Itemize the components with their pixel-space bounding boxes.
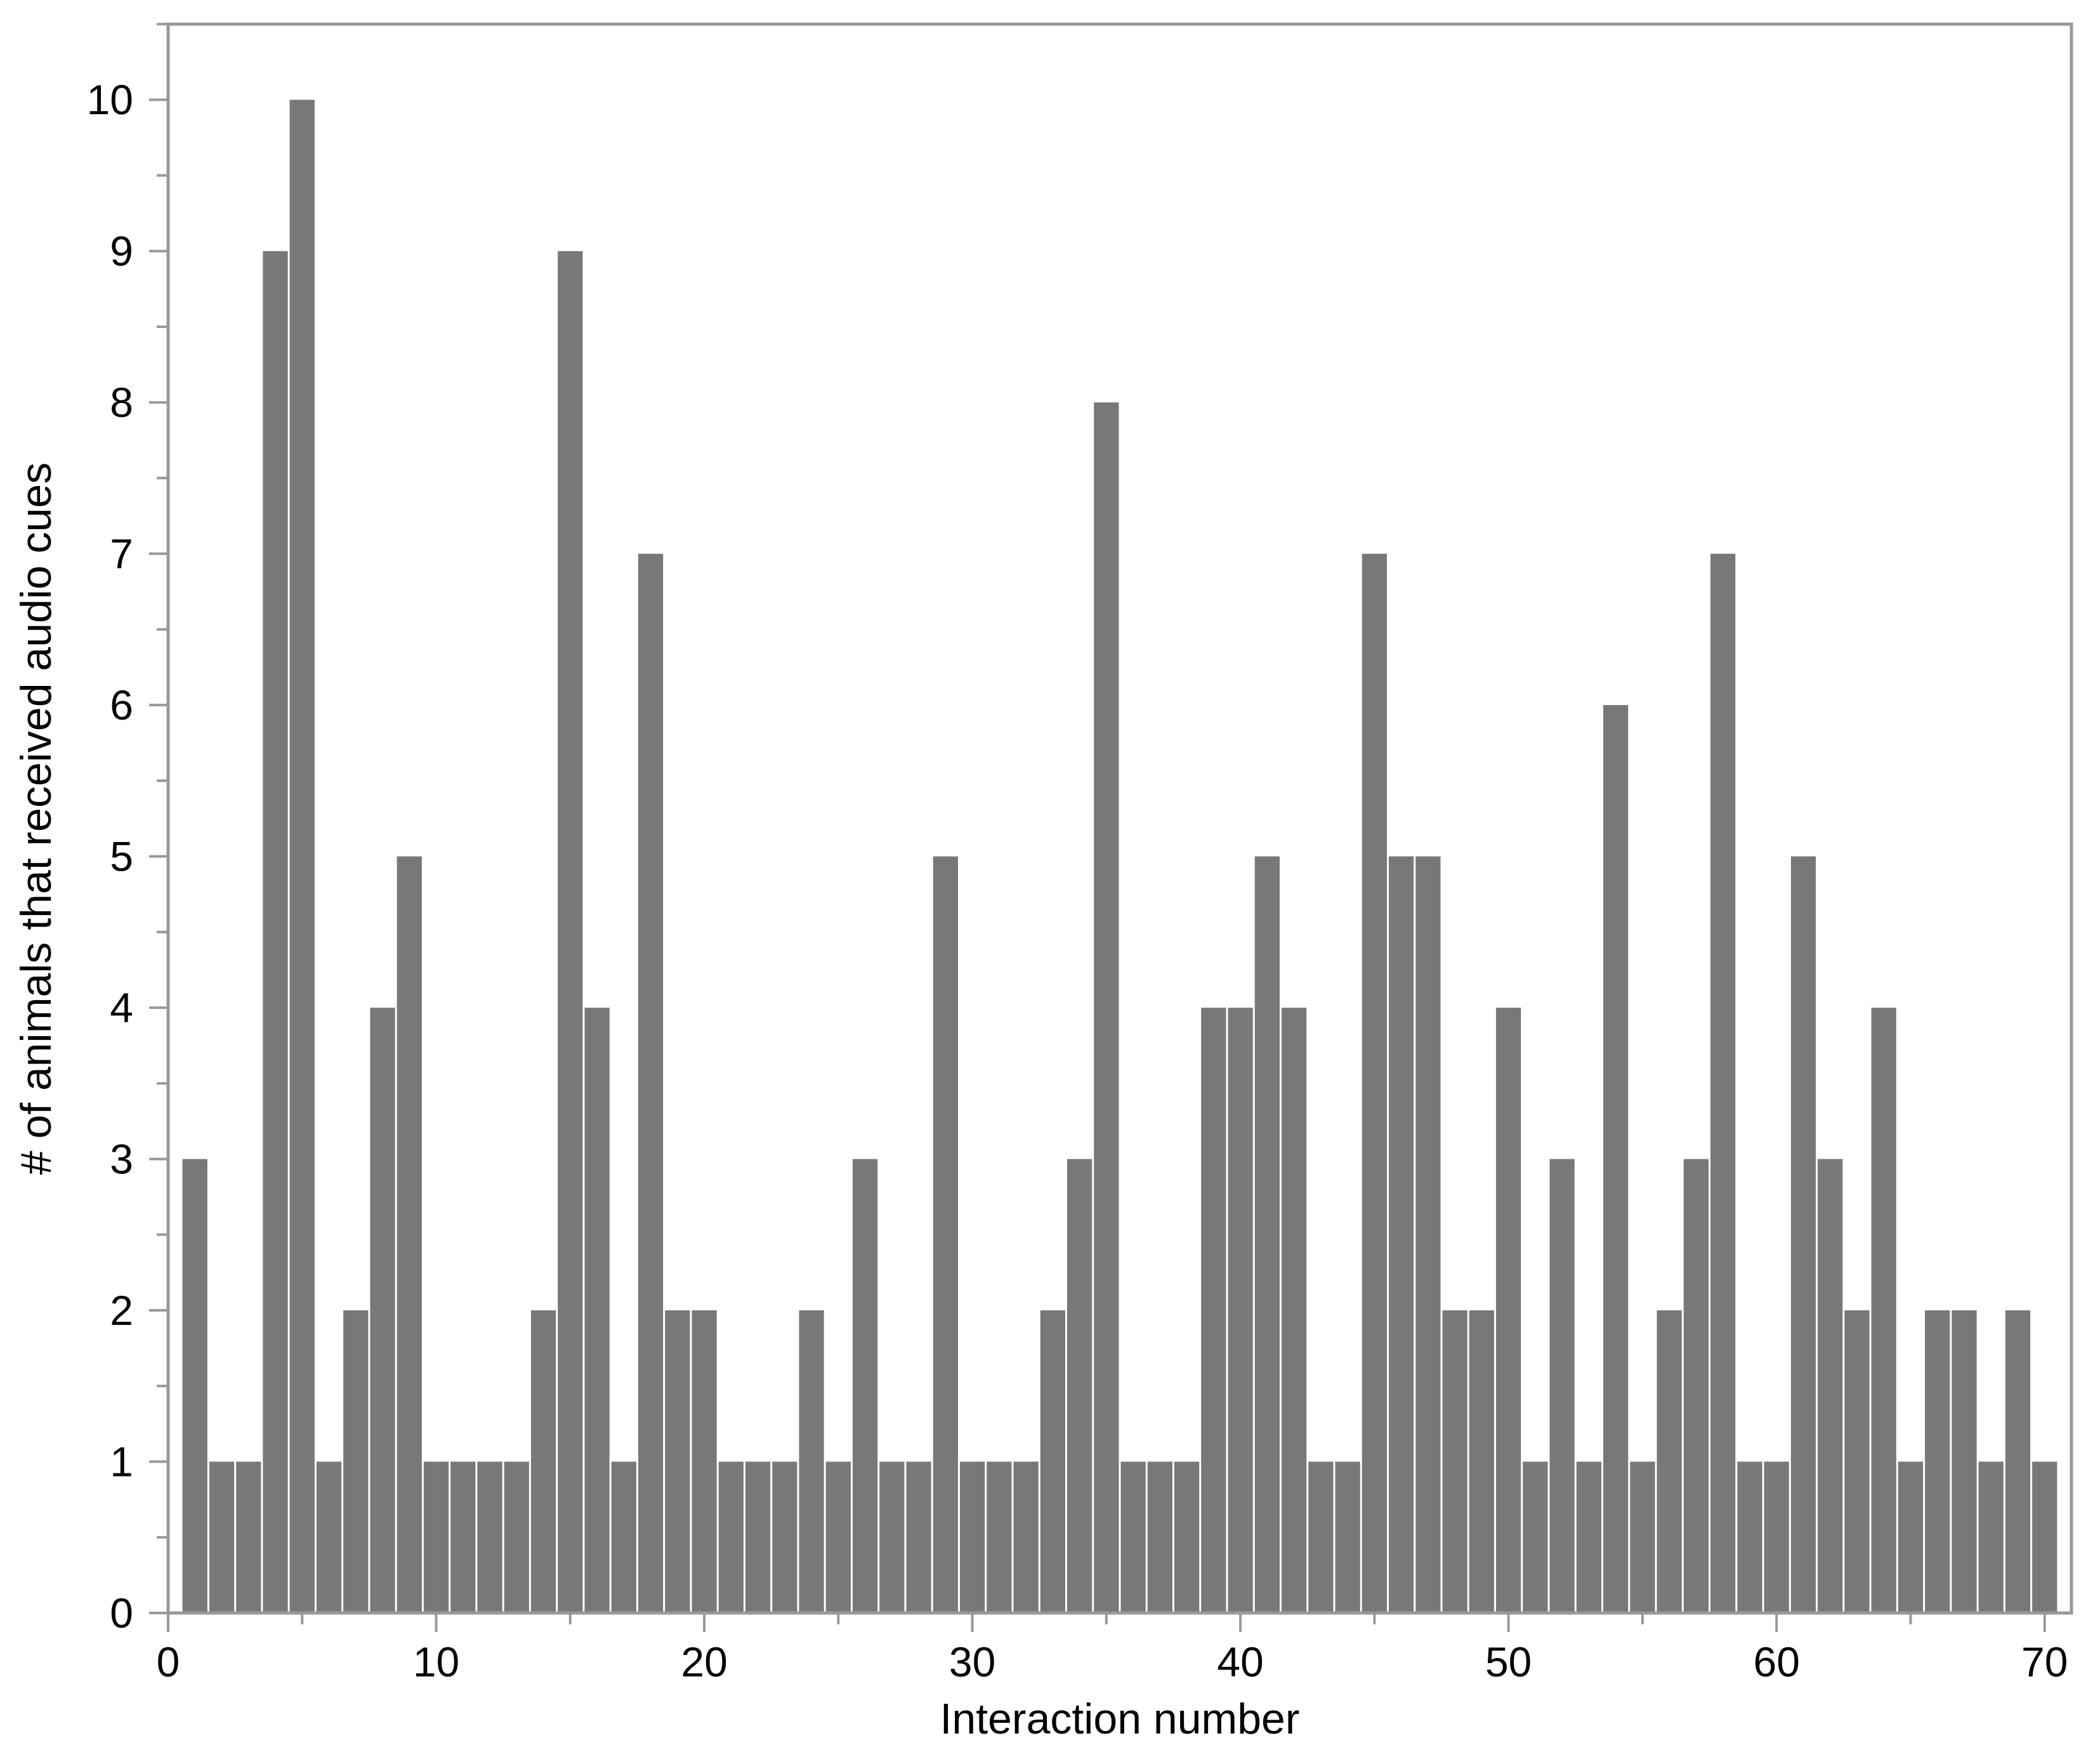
- bar: [423, 1461, 449, 1613]
- bar: [1282, 1008, 1307, 1613]
- x-tick-label: 30: [949, 1638, 995, 1685]
- bar: [1549, 1159, 1575, 1613]
- bar: [772, 1461, 797, 1613]
- bar: [2005, 1310, 2031, 1613]
- bar: [1201, 1008, 1226, 1613]
- bar: [1710, 553, 1736, 1613]
- bar: [263, 251, 288, 1613]
- bar: [1066, 1159, 1092, 1613]
- bar: [477, 1461, 502, 1613]
- bar: [825, 1461, 851, 1613]
- y-tick-label: 7: [110, 530, 133, 577]
- y-tick-label: 8: [110, 379, 133, 426]
- bar: [745, 1461, 771, 1613]
- bar: [1013, 1461, 1039, 1613]
- axes-group: [166, 22, 2073, 1615]
- bar: [1469, 1310, 1495, 1613]
- x-tick-label: 20: [681, 1638, 727, 1685]
- bar: [1147, 1461, 1173, 1613]
- bar: [959, 1461, 985, 1613]
- bar: [558, 251, 583, 1613]
- bar: [236, 1461, 261, 1613]
- bar: [1844, 1310, 1870, 1613]
- bar: [530, 1310, 556, 1613]
- y-tick-label: 5: [110, 833, 133, 880]
- bar: [1523, 1461, 1548, 1613]
- bar: [289, 100, 315, 1614]
- y-tick-label: 9: [110, 228, 133, 275]
- bar: [1254, 856, 1280, 1613]
- bar: [1818, 1159, 1843, 1613]
- bar: [1925, 1310, 1950, 1613]
- bar: [1415, 856, 1441, 1613]
- bars-group: [182, 100, 2057, 1614]
- y-tick-label: 4: [110, 984, 133, 1031]
- x-tick-label: 0: [157, 1638, 180, 1685]
- bar: [1978, 1461, 2004, 1613]
- bar: [1630, 1461, 1655, 1613]
- bar: [1094, 402, 1119, 1614]
- x-tick-label: 10: [413, 1638, 459, 1685]
- bar: [1576, 1461, 1602, 1613]
- bar: [933, 856, 958, 1613]
- bar: [1389, 856, 1414, 1613]
- bar: [1174, 1461, 1200, 1613]
- bar: [611, 1461, 636, 1613]
- x-tick-label: 70: [2021, 1638, 2068, 1685]
- bar: [692, 1310, 717, 1613]
- bar: [1442, 1310, 1467, 1613]
- bar: [182, 1159, 207, 1613]
- bar: [799, 1310, 824, 1613]
- bar: [450, 1461, 476, 1613]
- bar: [370, 1008, 395, 1613]
- y-tick-label: 10: [87, 76, 133, 123]
- bar: [1898, 1461, 1924, 1613]
- bar: [343, 1310, 369, 1613]
- bar: [1657, 1310, 1682, 1613]
- y-tick-label: 0: [110, 1590, 133, 1636]
- bar: [665, 1310, 690, 1613]
- bar: [906, 1461, 931, 1613]
- y-tick-label: 6: [110, 681, 133, 728]
- bar: [2032, 1461, 2057, 1613]
- bar: [718, 1461, 744, 1613]
- x-tick-label: 60: [1754, 1638, 1800, 1685]
- bar: [1361, 553, 1388, 1613]
- y-tick-label: 3: [110, 1136, 133, 1183]
- bar: [209, 1461, 235, 1613]
- bar: [1764, 1461, 1789, 1613]
- y-axis-title: # of animals that received audio cues: [12, 463, 60, 1175]
- bar: [1790, 856, 1816, 1613]
- bar: [638, 553, 664, 1613]
- bar: [1335, 1461, 1360, 1613]
- x-axis-title: Interaction number: [940, 1695, 1300, 1743]
- bar: [879, 1461, 905, 1613]
- bar: [1120, 1461, 1146, 1613]
- y-tick-label: 2: [110, 1287, 133, 1334]
- bar: [316, 1461, 342, 1613]
- bar: [1603, 705, 1629, 1613]
- bar: [584, 1008, 610, 1613]
- bar: [1308, 1461, 1334, 1613]
- bar: [397, 856, 422, 1613]
- plot-frame: [166, 22, 2073, 1615]
- bar: [1952, 1310, 1977, 1613]
- y-tick-label: 1: [110, 1438, 133, 1485]
- bar: [1737, 1461, 1762, 1613]
- bar: [852, 1159, 878, 1613]
- x-tick-label: 40: [1217, 1638, 1263, 1685]
- bar: [1040, 1310, 1065, 1613]
- bar: [987, 1461, 1012, 1613]
- bar: [1683, 1159, 1709, 1613]
- bar: [1496, 1008, 1521, 1613]
- x-tick-label: 50: [1485, 1638, 1532, 1685]
- bar: [1871, 1008, 1896, 1613]
- bar: [504, 1461, 529, 1613]
- bar: [1228, 1008, 1253, 1613]
- ticks-group: 0 10 20 30 40 50 60 70 0 1 2 3 4 5 6 7 8 9 10: [87, 23, 2068, 1685]
